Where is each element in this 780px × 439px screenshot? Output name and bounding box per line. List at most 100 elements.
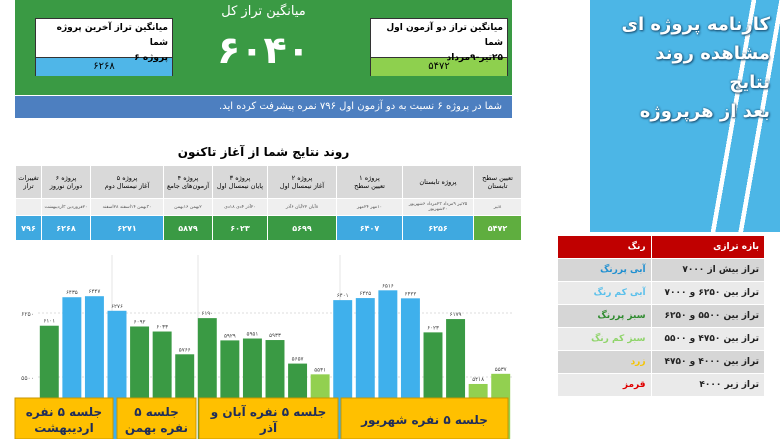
value-label: ۶۴۳۵ <box>66 290 78 296</box>
value-label: ۶۴۲۵ <box>359 291 371 297</box>
total-score: ۶۰۴۰ <box>217 28 310 72</box>
dates: ۳۰بهمن ۱۴اسفند ۲۸اسفند <box>102 204 152 210</box>
legend-range: تراز بین ۴۰۰۰ و ۴۷۵۰ <box>650 350 766 374</box>
value-label: ۵۹۵۱ <box>247 332 259 338</box>
dates: ۲بهمن ۱۶بهمن <box>174 204 202 210</box>
box-label: میانگین تراز آخرین پروژه شما پروژه ۶ <box>36 19 172 63</box>
group-label: جلسه ۵ نفره <box>26 405 102 419</box>
legend-row: تراز بین ۴۰۰۰ و ۴۷۵۰ زرد <box>557 350 766 374</box>
legend-color: سبز کم رنگ <box>557 327 652 351</box>
legend-header-cell: بازه ترازی <box>650 235 766 259</box>
group-label: نفره بهمن <box>125 421 188 435</box>
group-box <box>340 397 509 439</box>
side-title-line: بعد از هرپروژه <box>639 101 770 122</box>
value-label: ۵۶۵۷ <box>292 357 304 363</box>
dates: ۲۰فروردین ۳اردیبهشت <box>44 204 88 210</box>
column-name: پروژه ۴ <box>177 174 199 182</box>
value-label: ۶۵۱۶ <box>382 283 394 289</box>
column-dates: ۲بهمن ۱۶بهمن <box>163 198 213 216</box>
legend-range: تراز بیش از ۷۰۰۰ <box>650 258 766 282</box>
group-box <box>198 397 339 439</box>
column-name: تعیین سطح تابستان <box>482 174 513 190</box>
legend-range: تراز زیر ۴۰۰۰ <box>650 373 766 397</box>
side-panel: کارنامه پروژه ای مشاهده روند نتایج بعد از ه… <box>590 0 780 232</box>
legend-row: تراز زیر ۴۰۰۰ قرمز <box>557 373 766 397</box>
value-label: ۶۲۷۶ <box>111 304 123 310</box>
legend-table: بازه ترازی رنگ تراز بیش از ۷۰۰۰ آبی پررنگ تر… <box>557 235 766 397</box>
value-label: ۶۰۹۲ <box>134 319 146 325</box>
column-value: ۶۴۰۷ <box>336 215 403 241</box>
column-dates: ۸تیر <box>473 198 522 216</box>
column-sub: آغاز نیمسال دوم <box>104 182 150 190</box>
dates: ۸تیر <box>493 204 502 210</box>
box-label: میانگین تراز دو آزمون اول شما ۲۵تیر-۹مردا… <box>371 19 507 63</box>
summary-panel: میانگین تراز کل ۶۰۴۰ میانگین تراز آخرین … <box>15 0 512 95</box>
column-dates: ۲۵تیر ۹مرداد ۲۳مرداد ۶شهریور ۲۰شهریور <box>402 198 474 216</box>
legend-color: سبز پررنگ <box>557 304 652 328</box>
value-label: ۶۰۲۳ <box>427 325 439 331</box>
box-value: ۶۲۶۸ <box>36 57 172 76</box>
y-tick-label: ۶۲۵۰ <box>21 311 34 318</box>
value-label: ۵۷۶۶ <box>179 347 191 353</box>
column-value: ۶۲۷۱ <box>90 215 164 241</box>
legend-row: تراز بین ۶۲۵۰ و ۷۰۰۰ آبی کم رنگ <box>557 281 766 305</box>
last-project-box: میانگین تراز آخرین پروژه شما پروژه ۶ ۶۲۶۸ <box>35 18 173 76</box>
legend-range: تراز بین ۵۵۰۰ و ۶۲۵۰ <box>650 304 766 328</box>
column-header: پروژه ۶ دوران نوروز <box>41 165 91 199</box>
box-value: ۵۴۷۲ <box>371 57 507 76</box>
column-sub: دوران نوروز <box>49 182 83 190</box>
column-value: ۶۲۶۸ <box>41 215 91 241</box>
column-header: تعیین سطح تابستان <box>473 165 522 199</box>
column-name: پروژه ۱ <box>359 174 380 182</box>
side-title-line: نتایج <box>729 72 770 93</box>
results-table: تعیین سطح تابستان پروژه تابستان پروژه ۱ تعی… <box>15 165 522 241</box>
column-value: ۷۹۶ <box>15 215 42 241</box>
column-header: پروژه ۴ آزمون‌های جامع <box>163 165 213 199</box>
first-two-box: میانگین تراز دو آزمون اول شما ۲۵تیر-۹مردا… <box>370 18 508 76</box>
column-dates: ۲۰آذر ۴دی ۱۸دی <box>212 198 268 216</box>
column-name: پروژه ۵ <box>116 174 138 182</box>
column-dates: ۱۰مهر ۲۴مهر <box>336 198 403 216</box>
y-tick-label: ۵۵۰۰ <box>21 375 34 382</box>
column-dates: ۲۰فروردین ۳اردیبهشت <box>41 198 91 216</box>
legend-range: تراز بین ۴۷۵۰ و ۵۵۰۰ <box>650 327 766 351</box>
column-dates: ۸آبان ۲۲آبان ۶آذر <box>267 198 337 216</box>
column-header: پروژه تابستان <box>402 165 474 199</box>
column-value: ۵۶۹۹ <box>267 215 337 241</box>
value-label: ۶۱۰۱ <box>43 319 55 325</box>
column-sub: آغاز نیمسال اول <box>279 182 325 190</box>
chart: ۵۵۰۰ ۶۲۵۰ ۶۱۰۱ ۶۴۳۵ ۶۴۴۷ ۶۲۷۶ ۶۰۹۲ ۶۰۳۳ ۵۷۶۶ ۶۱۹۰… <box>14 255 512 439</box>
legend-color: زرد <box>557 350 652 374</box>
legend-row: تراز بین ۴۷۵۰ و ۵۵۰۰ سبز کم رنگ <box>557 327 766 351</box>
group-label: آذر <box>259 420 278 435</box>
legend-row: تراز بین ۵۵۰۰ و ۶۲۵۰ سبز پررنگ <box>557 304 766 328</box>
label: ۲۵تیر-۹مرداد <box>446 53 503 63</box>
group-box <box>116 397 197 439</box>
value-label: ۶۴۲۲ <box>405 291 417 297</box>
table-title: روند نتایج شما از آغاز تاکنون <box>177 145 350 159</box>
label: پروژه ۶ <box>134 53 168 63</box>
legend-range: تراز بین ۶۲۵۰ و ۷۰۰۰ <box>650 281 766 305</box>
column-dates: ۳۰بهمن ۱۴اسفند ۲۸اسفند <box>90 198 164 216</box>
side-title-line: کارنامه پروژه ای <box>621 14 771 35</box>
dates-row: ۸تیر ۲۵تیر ۹مرداد ۲۳مرداد ۶شهریور ۲۰شهریو… <box>15 198 522 216</box>
legend-color: قرمز <box>557 373 652 397</box>
dates: ۸آبان ۲۲آبان ۶آذر <box>285 204 319 210</box>
dates: ۲۰آذر ۴دی ۱۸دی <box>224 204 256 210</box>
column-name: تغییرات تراز <box>18 174 39 190</box>
legend-header: بازه ترازی رنگ <box>557 235 766 259</box>
group-label: اردیبهشت <box>34 421 93 435</box>
column-value: ۵۸۷۹ <box>163 215 213 241</box>
value-label: ۶۰۳۳ <box>156 325 168 331</box>
column-header: پروژه ۲ آغاز نیمسال اول <box>267 165 337 199</box>
value-label: ۶۴۴۷ <box>89 289 101 295</box>
values-row: ۵۴۷۲ ۶۲۵۶ ۶۴۰۷ ۵۶۹۹ ۶۰۲۳ ۵۸۷۹ ۶۲۷۱ ۶۲۶۸ ۷۹۶ <box>15 215 522 241</box>
group-label: جلسه ۵ نفره شهریور <box>360 413 488 428</box>
label: میانگین تراز آخرین پروژه شما <box>56 23 168 48</box>
column-header: پروژه ۱ تعیین سطح <box>336 165 403 199</box>
group-label: جلسه ۵ <box>134 405 179 419</box>
dates: ۲۵تیر ۹مرداد ۲۳مرداد ۶شهریور ۲۰شهریور <box>408 202 468 212</box>
dates: ۱۰مهر ۲۴مهر <box>356 204 383 210</box>
label: میانگین تراز دو آزمون اول شما <box>386 23 503 48</box>
